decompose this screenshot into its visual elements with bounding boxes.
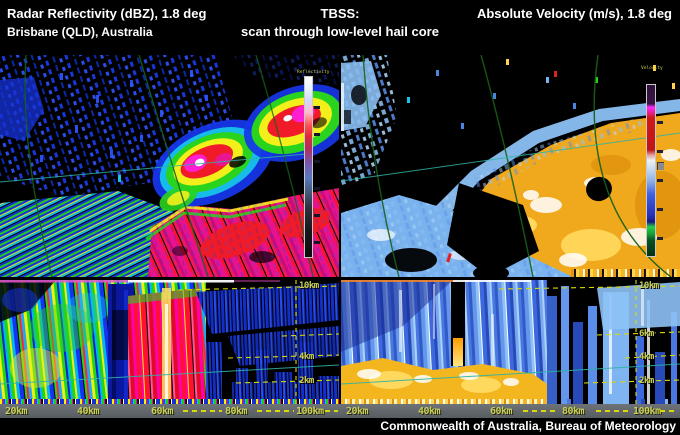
- height-tick: 4km: [639, 352, 654, 362]
- axis-dash-segment: [523, 410, 558, 412]
- range-tick: 100km: [296, 406, 324, 417]
- velocity-colorbar-ticks: [657, 95, 663, 253]
- cross-section-line: [0, 153, 307, 183]
- ground-clutter-row: [0, 399, 339, 405]
- reflectivity-colorbar-label: Reflectivity: [297, 70, 330, 75]
- range-tick: 100km: [633, 406, 661, 417]
- cross-section-line: [341, 132, 680, 182]
- range-tick: 80km: [225, 406, 248, 417]
- axis-dash-segment: [325, 410, 338, 412]
- tbss-title: TBSS:: [320, 6, 360, 21]
- range-rings: [362, 55, 672, 277]
- footer: Commonwealth of Australia, Bureau of Met…: [0, 418, 680, 435]
- range-tick: 80km: [562, 406, 585, 417]
- reflectivity-panel-title: Radar Reflectivity (dBZ), 1.8 deg: [7, 6, 207, 21]
- range-tick: 20km: [5, 406, 28, 417]
- velocity-cross-section-panel: [341, 280, 680, 405]
- data-gap-column: [451, 280, 465, 366]
- reflectivity-colorbar: [304, 76, 313, 258]
- height-gridlines: [177, 280, 339, 405]
- velocity-colorbar-label: Velocity: [641, 66, 663, 71]
- beam-height-line: [0, 364, 339, 385]
- sw-banded-echo: [0, 191, 182, 277]
- ground-clutter-row: [341, 399, 668, 405]
- axis-dash-segment: [596, 410, 630, 412]
- axis-dash-segment: [660, 410, 678, 412]
- range-tick: 20km: [346, 406, 369, 417]
- range-tick: 60km: [151, 406, 174, 417]
- axis-dash-segment: [183, 410, 222, 412]
- range-tick: 40km: [418, 406, 441, 417]
- tbss-elevated-echo: [196, 283, 339, 405]
- panel-top-strip: [0, 280, 280, 283]
- axis-dash-segment: [257, 410, 294, 412]
- height-tick: 10km: [299, 281, 319, 291]
- range-tick: 40km: [77, 406, 100, 417]
- range-axis-bar: [0, 404, 680, 418]
- credit-text: Commonwealth of Australia, Bureau of Met…: [380, 419, 676, 433]
- velocity-ppi-panel: [341, 55, 680, 277]
- panel-divider-horizontal: [0, 277, 680, 280]
- sw-low-velocity-field: [341, 183, 573, 277]
- panel-divider-vertical: [339, 55, 341, 405]
- header: Radar Reflectivity (dBZ), 1.8 deg Brisba…: [0, 0, 680, 55]
- reflectivity-colorbar-ticks: [314, 82, 320, 254]
- height-tick: 6km: [639, 329, 654, 339]
- velocity-panel-title: Absolute Velocity (m/s), 1.8 deg: [476, 6, 672, 21]
- sparse-columns-right: [547, 282, 680, 405]
- range-tick: 60km: [490, 406, 513, 417]
- height-tick: 2km: [639, 376, 654, 386]
- beam-height-line: [341, 363, 680, 385]
- velocity-colorbar-marker: [657, 162, 664, 170]
- height-tick: 4km: [299, 352, 314, 362]
- near-surface-gold-layer: [341, 358, 547, 405]
- reflectivity-ppi-panel: [0, 55, 339, 277]
- tbss-subtitle: scan through low-level hail core: [241, 24, 439, 39]
- station-label: Brisbane (QLD), Australia: [7, 25, 153, 39]
- hail-core-columns: [128, 288, 206, 405]
- height-tick: 10km: [639, 281, 659, 291]
- panel-top-strip: [341, 280, 531, 282]
- west-edge-speckles: [341, 55, 397, 187]
- scattered-specks: [407, 59, 680, 277]
- height-tick: 2km: [299, 376, 314, 386]
- height-gridlines: [498, 280, 680, 405]
- reflectivity-cross-section-panel: [0, 280, 339, 405]
- velocity-colorbar: [646, 84, 656, 257]
